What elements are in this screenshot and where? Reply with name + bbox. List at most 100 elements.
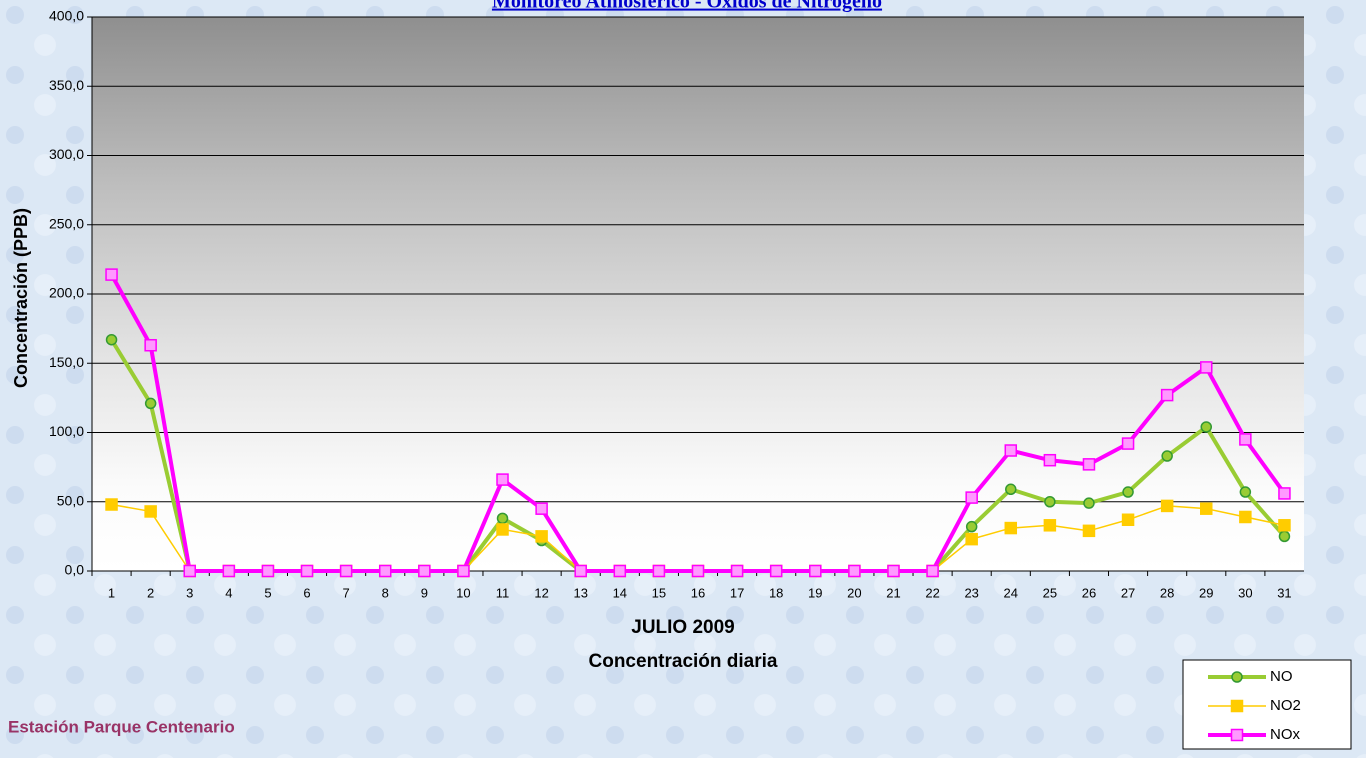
legend-marker xyxy=(1230,699,1244,713)
data-point xyxy=(965,532,978,546)
x-tick-label: 1 xyxy=(108,585,115,600)
data-point xyxy=(1160,499,1174,513)
legend-label: NO xyxy=(1270,668,1293,685)
y-tick-label: 350,0 xyxy=(49,77,84,93)
data-point xyxy=(144,338,157,352)
data-point xyxy=(1160,388,1174,402)
data-point xyxy=(887,564,900,578)
x-tick-label: 9 xyxy=(421,585,428,600)
data-point xyxy=(1004,444,1018,457)
data-point xyxy=(300,564,314,578)
data-point xyxy=(105,268,118,281)
legend-label: NO2 xyxy=(1270,697,1301,714)
x-tick-label: 16 xyxy=(691,585,705,600)
data-point xyxy=(652,564,666,578)
x-tick-label: 15 xyxy=(652,585,666,600)
y-tick-label: 200,0 xyxy=(49,285,84,301)
data-point xyxy=(1121,437,1135,450)
data-point xyxy=(1200,361,1213,374)
data-point xyxy=(1082,524,1096,538)
data-point xyxy=(769,564,783,578)
x-tick-label: 24 xyxy=(1004,585,1018,600)
x-tick-label: 4 xyxy=(225,585,232,600)
data-point xyxy=(691,564,705,578)
data-point xyxy=(418,564,431,578)
data-point xyxy=(1278,519,1291,532)
data-point xyxy=(339,564,353,578)
data-point xyxy=(1005,483,1017,496)
y-tick-label: 300,0 xyxy=(49,146,84,162)
data-point xyxy=(105,498,118,511)
x-tick-label: 18 xyxy=(769,585,783,600)
x-tick-label: 23 xyxy=(964,585,978,600)
legend-marker xyxy=(1231,671,1243,683)
data-point xyxy=(926,564,939,578)
data-point xyxy=(1121,513,1135,527)
y-tick-label: 100,0 xyxy=(49,423,84,439)
data-point xyxy=(613,564,627,578)
data-point xyxy=(848,564,861,578)
x-tick-label: 30 xyxy=(1238,585,1252,600)
legend-label: NOx xyxy=(1270,726,1301,743)
x-tick-label: 17 xyxy=(730,585,744,600)
x-tick-label: 22 xyxy=(925,585,939,600)
data-point xyxy=(574,564,587,578)
data-point xyxy=(965,491,978,504)
data-point xyxy=(496,523,509,536)
x-tick-label: 26 xyxy=(1082,585,1096,600)
y-tick-label: 50,0 xyxy=(57,492,84,508)
data-point xyxy=(535,530,548,543)
subtitle: Concentración diaria xyxy=(589,651,778,672)
data-point xyxy=(1239,433,1252,446)
data-point xyxy=(1082,458,1096,471)
data-point xyxy=(1083,497,1095,509)
data-point xyxy=(1239,486,1252,498)
x-tick-label: 20 xyxy=(847,585,861,600)
data-point xyxy=(144,505,157,518)
data-point xyxy=(1278,530,1291,543)
x-tick-label: 27 xyxy=(1121,585,1135,600)
x-tick-label: 12 xyxy=(534,585,548,600)
x-tick-label: 8 xyxy=(382,585,389,600)
x-tick-label: 25 xyxy=(1043,585,1057,600)
legend-marker xyxy=(1230,728,1244,742)
x-tick-label: 7 xyxy=(343,585,350,600)
data-point xyxy=(105,333,118,346)
x-tick-label: 3 xyxy=(186,585,193,600)
y-tick-label: 400,0 xyxy=(49,8,84,24)
data-point xyxy=(730,564,744,578)
x-tick-label: 2 xyxy=(147,585,154,600)
y-axis-label: Concentración (PPB) xyxy=(11,208,31,388)
data-point xyxy=(496,512,509,525)
x-tick-label: 29 xyxy=(1199,585,1213,600)
data-point xyxy=(222,564,236,578)
x-tick-label: 6 xyxy=(303,585,310,600)
x-tick-label: 19 xyxy=(808,585,822,600)
x-axis-label: JULIO 2009 xyxy=(631,617,735,638)
y-tick-label: 150,0 xyxy=(49,354,84,370)
station-label: Estación Parque Centenario xyxy=(8,717,235,736)
x-tick-label: 10 xyxy=(456,585,470,600)
x-tick-label: 21 xyxy=(886,585,900,600)
data-point xyxy=(1122,486,1134,498)
x-tick-label: 28 xyxy=(1160,585,1174,600)
data-point xyxy=(1200,502,1213,515)
data-point xyxy=(378,564,392,578)
data-point xyxy=(965,520,978,533)
data-point xyxy=(261,564,275,578)
y-tick-label: 250,0 xyxy=(49,215,84,231)
x-tick-label: 5 xyxy=(264,585,271,600)
data-point xyxy=(1044,496,1056,508)
data-point xyxy=(183,564,196,578)
data-point xyxy=(1278,487,1291,500)
y-tick-label: 0,0 xyxy=(65,562,85,578)
data-point xyxy=(1239,510,1252,524)
data-point xyxy=(1161,450,1173,462)
data-point xyxy=(535,502,548,515)
x-tick-label: 11 xyxy=(496,585,510,600)
data-point xyxy=(1043,519,1057,532)
data-point xyxy=(1043,453,1057,467)
chart-title[interactable]: Monitoreo Atmosférico - Óxidos de Nitróg… xyxy=(492,0,882,13)
data-point xyxy=(1004,521,1018,535)
